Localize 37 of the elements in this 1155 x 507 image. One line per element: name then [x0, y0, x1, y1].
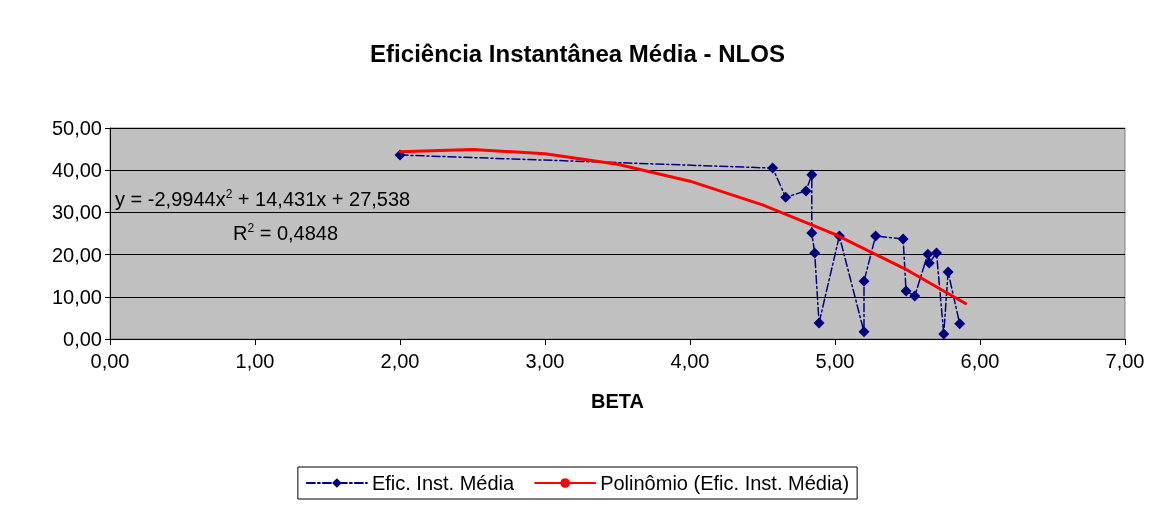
point	[954, 318, 966, 330]
point	[909, 290, 921, 302]
point	[813, 317, 825, 329]
point	[900, 285, 912, 297]
x-tick-label: 7,00	[1105, 350, 1145, 372]
point	[800, 185, 812, 197]
legend-label: Efic. Inst. Média	[371, 472, 516, 494]
point	[897, 233, 909, 245]
y-tick-label: 50,00	[51, 117, 102, 139]
point	[942, 266, 954, 278]
point	[870, 230, 882, 242]
x-axis-title: BETA	[591, 390, 644, 412]
point	[858, 275, 870, 287]
point	[938, 328, 950, 340]
point	[923, 257, 935, 269]
x-tick-label: 1,00	[235, 350, 275, 372]
x-tick-label: 5,00	[815, 350, 855, 372]
point	[809, 247, 821, 259]
x-tick-label: 2,00	[380, 350, 420, 372]
point	[806, 227, 818, 239]
x-tick-label: 4,00	[670, 350, 710, 372]
y-tick-label: 0,00	[63, 328, 102, 350]
x-tick-label: 0,00	[90, 350, 130, 372]
x-tick-label: 6,00	[960, 350, 1000, 372]
y-tick-label: 10,00	[51, 285, 102, 308]
y-tick-label: 20,00	[51, 243, 102, 266]
point	[922, 248, 934, 260]
y-tick-label: 30,00	[51, 201, 102, 224]
point	[780, 191, 792, 203]
x-tick-label: 3,00	[525, 350, 565, 372]
point	[858, 326, 870, 338]
chart-title: Eficiência Instantânea Média - NLOS	[370, 39, 785, 67]
y-tick-label: 40,00	[51, 159, 102, 182]
legend-label: Polinômio (Efic. Inst. Média)	[600, 472, 850, 494]
point	[931, 247, 942, 259]
point	[767, 162, 779, 174]
point	[806, 169, 818, 181]
